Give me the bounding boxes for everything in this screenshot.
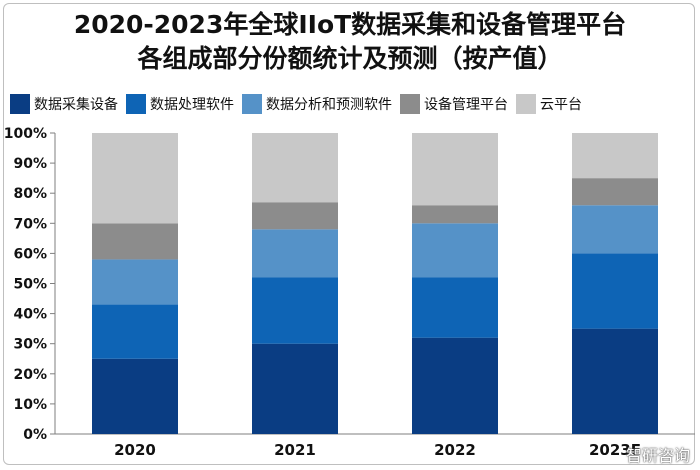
bar-2021-series-5 — [252, 133, 338, 203]
bar-2022-series-3 — [412, 223, 498, 278]
legend-item-4: 设备管理平台 — [400, 94, 508, 114]
y-tick-label-1: 10% — [13, 397, 47, 413]
bar-2022-series-4 — [412, 205, 498, 224]
y-tick-label-2: 20% — [13, 367, 47, 383]
y-tick-label-8: 80% — [13, 186, 47, 202]
y-tick-label-0: 0% — [23, 427, 47, 443]
legend-swatch-1 — [10, 94, 30, 114]
legend-label-1: 数据采集设备 — [34, 97, 118, 113]
chart-title-line-1: 2020-2023年全球IIoT数据采集和设备管理平台 — [73, 10, 627, 39]
legend-label-3: 数据分析和预测软件 — [266, 97, 392, 113]
legend-label-2: 数据处理软件 — [150, 97, 234, 113]
chart-legend: 数据采集设备 数据处理软件 数据分析和预测软件 设备管理平台 云平台 — [10, 93, 690, 115]
legend-item-5: 云平台 — [516, 94, 582, 114]
x-tick-label-0: 2020 — [114, 441, 156, 459]
x-tick-label-2: 2022 — [434, 441, 476, 459]
legend-swatch-2 — [126, 94, 146, 114]
bar-2023E-series-4 — [572, 178, 658, 206]
legend-item-3: 数据分析和预测软件 — [242, 94, 392, 114]
bar-2020-series-2 — [92, 304, 178, 359]
bar-2021-series-4 — [252, 202, 338, 230]
chart-title: 2020-2023年全球IIoT数据采集和设备管理平台 各组成部分份额统计及预测… — [0, 8, 700, 76]
bar-2021-series-3 — [252, 229, 338, 278]
bar-2022-series-1 — [412, 337, 498, 434]
legend-item-1: 数据采集设备 — [10, 94, 118, 114]
y-tick-label-7: 70% — [13, 216, 47, 232]
y-tick-label-4: 40% — [13, 307, 47, 323]
chart-title-line-2: 各组成部分份额统计及预测（按产值） — [137, 44, 563, 73]
bar-2023E-series-1 — [572, 328, 658, 434]
bar-2023E-series-5 — [572, 133, 658, 179]
bar-2023E-series-3 — [572, 205, 658, 254]
legend-swatch-5 — [516, 94, 536, 114]
y-tick-label-10: 100% — [4, 126, 47, 142]
x-tick-label-3: 2023E — [589, 441, 641, 459]
bar-2022-series-2 — [412, 277, 498, 338]
watermark-text: 智研咨询 — [625, 446, 690, 465]
bar-2022-series-5 — [412, 133, 498, 206]
bar-2020-series-3 — [92, 259, 178, 305]
bar-2020-series-1 — [92, 358, 178, 434]
y-tick-label-6: 60% — [13, 246, 47, 262]
bar-2020-series-4 — [92, 223, 178, 260]
y-tick-label-3: 30% — [13, 337, 47, 353]
legend-label-5: 云平台 — [540, 97, 582, 113]
legend-swatch-4 — [400, 94, 420, 114]
legend-label-4: 设备管理平台 — [424, 97, 508, 113]
y-tick-label-9: 90% — [13, 156, 47, 172]
bar-2020-series-5 — [92, 133, 178, 224]
legend-swatch-3 — [242, 94, 262, 114]
chart-border — [3, 3, 695, 465]
y-tick-label-5: 50% — [13, 277, 47, 293]
legend-item-2: 数据处理软件 — [126, 94, 234, 114]
x-tick-label-1: 2021 — [274, 441, 316, 459]
bar-2021-series-1 — [252, 343, 338, 434]
bar-2023E-series-2 — [572, 253, 658, 329]
bar-2021-series-2 — [252, 277, 338, 344]
